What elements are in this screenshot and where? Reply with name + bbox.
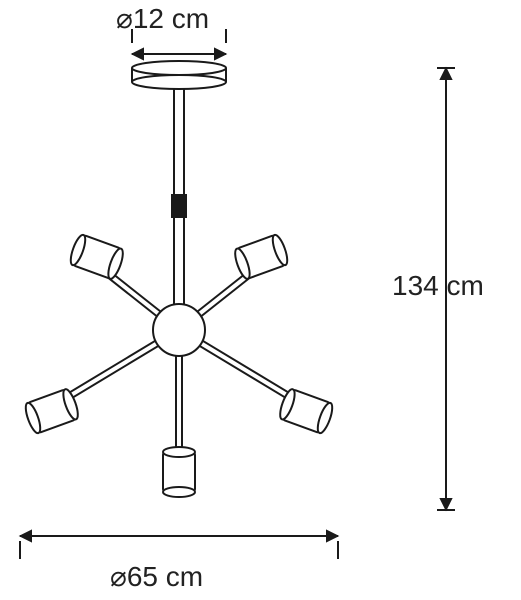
label-lamp-diameter: ⌀65 cm: [110, 560, 203, 593]
label-canopy-diameter: ⌀12 cm: [116, 2, 209, 35]
label-total-height: 134 cm: [392, 270, 484, 302]
diagram-container: ⌀12 cm 134 cm ⌀65 cm: [0, 0, 521, 600]
